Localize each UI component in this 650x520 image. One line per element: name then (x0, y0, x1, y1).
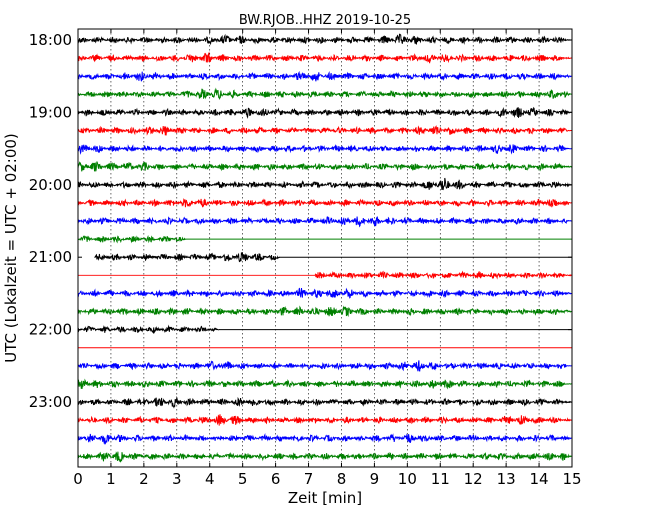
trace-waveform (77, 414, 573, 426)
y-tick-label: 18:00 (29, 31, 72, 49)
seismic-trace (77, 305, 572, 317)
trace-waveform (77, 70, 573, 82)
y-tick-label: 22:00 (29, 321, 72, 339)
x-axis-label: Zeit [min] (288, 489, 362, 507)
trace-waveform (77, 360, 572, 372)
x-tick-label: 10 (398, 470, 417, 488)
x-tick-label: 13 (497, 470, 516, 488)
seismic-trace (77, 360, 572, 372)
x-tick-label: 15 (562, 470, 581, 488)
trace-waveform (77, 51, 573, 64)
seismic-trace (77, 414, 573, 426)
x-tick-label: 12 (464, 470, 483, 488)
seismic-trace (77, 287, 573, 299)
seismic-trace (77, 87, 573, 100)
trace-waveform (77, 106, 572, 119)
x-tick-label: 9 (370, 470, 380, 488)
seismic-trace (77, 432, 572, 446)
y-tick-label: 23:00 (29, 393, 72, 411)
y-tick-label: 21:00 (29, 248, 72, 266)
x-tick-label: 6 (271, 470, 281, 488)
x-tick-label: 4 (205, 470, 215, 488)
y-tick-label: 19:00 (29, 103, 72, 121)
trace-waveform (77, 177, 573, 191)
seismic-trace (77, 70, 573, 82)
seismic-trace (77, 395, 573, 409)
seismic-trace (77, 161, 573, 172)
trace-waveform (77, 324, 572, 335)
x-tick-label: 0 (73, 470, 83, 488)
seismic-trace (77, 106, 572, 119)
x-tick-label: 11 (431, 470, 450, 488)
seismic-trace (77, 51, 573, 64)
seismic-trace (77, 33, 573, 46)
x-tick-label: 5 (238, 470, 248, 488)
x-tick-label: 14 (530, 470, 549, 488)
trace-waveform (77, 143, 572, 155)
seismic-trace (77, 143, 572, 155)
trace-waveform (77, 33, 573, 46)
y-tick-label: 20:00 (29, 176, 72, 194)
plot-frame (77, 28, 573, 468)
trace-waveform (77, 287, 573, 299)
trace-waveform (77, 197, 572, 208)
trace-waveform (77, 305, 572, 317)
trace-group (77, 33, 573, 463)
seismic-trace (77, 378, 572, 390)
grid-lines (110, 29, 540, 467)
trace-waveform (77, 378, 572, 390)
x-tick-label: 2 (139, 470, 149, 488)
x-tick-label: 1 (106, 470, 116, 488)
seismic-trace (77, 177, 573, 191)
seismic-trace (77, 324, 572, 335)
y-axis-ticks: 18:00 19:00 20:00 21:00 22:00 23:00 (29, 31, 572, 411)
seismic-trace (77, 216, 572, 228)
trace-waveform (77, 451, 572, 463)
seismic-trace (77, 451, 572, 463)
trace-waveform (94, 252, 572, 263)
y-axis-label: UTC (Lokalzeit = UTC + 02:00) (2, 133, 20, 363)
x-tick-label: 8 (337, 470, 347, 488)
trace-waveform (77, 161, 573, 172)
seismic-trace (77, 235, 572, 244)
trace-waveform (77, 87, 573, 100)
x-tick-label: 3 (172, 470, 182, 488)
trace-waveform (77, 125, 572, 136)
x-axis-ticks: 0 1 2 3 4 5 6 7 8 9 10 11 12 13 14 15 (73, 29, 582, 488)
trace-waveform (314, 270, 573, 280)
chart-title: BW.RJOB..HHZ 2019-10-25 (239, 13, 411, 28)
seismic-trace (77, 125, 572, 136)
x-tick-label: 7 (304, 470, 314, 488)
seismic-trace (94, 252, 572, 263)
seismic-trace (77, 197, 572, 208)
trace-waveform (77, 432, 572, 446)
seismic-trace (78, 270, 573, 280)
trace-waveform (77, 216, 572, 228)
trace-waveform (77, 235, 572, 244)
trace-waveform (77, 395, 573, 409)
